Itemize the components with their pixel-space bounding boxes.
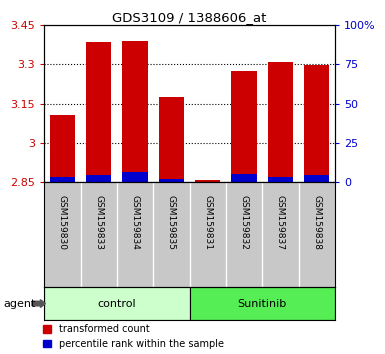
Bar [304,175,330,182]
Bar [86,42,112,182]
Bar [159,179,184,182]
Bar [50,177,75,182]
Text: control: control [98,298,136,309]
Text: Sunitinib: Sunitinib [238,298,287,309]
Bar [195,180,221,182]
Text: GSM159833: GSM159833 [94,195,103,250]
Bar [44,287,190,320]
Bar [304,65,330,182]
Bar [122,172,148,182]
Bar [268,62,293,182]
Text: agent: agent [4,298,36,309]
Text: GSM159838: GSM159838 [312,195,321,250]
Bar [122,41,148,182]
Bar [159,97,184,182]
Bar [86,175,112,182]
Text: GSM159837: GSM159837 [276,195,285,250]
Bar [231,71,257,182]
Text: GSM159831: GSM159831 [203,195,212,250]
Text: GSM159834: GSM159834 [131,195,140,250]
Text: GSM159832: GSM159832 [239,195,249,250]
Bar [268,177,293,182]
Bar [231,174,257,182]
Text: GSM159835: GSM159835 [167,195,176,250]
Bar [190,287,335,320]
Title: GDS3109 / 1388606_at: GDS3109 / 1388606_at [112,11,267,24]
Legend: transformed count, percentile rank within the sample: transformed count, percentile rank withi… [44,324,224,349]
Bar [50,115,75,182]
Text: GSM159830: GSM159830 [58,195,67,250]
